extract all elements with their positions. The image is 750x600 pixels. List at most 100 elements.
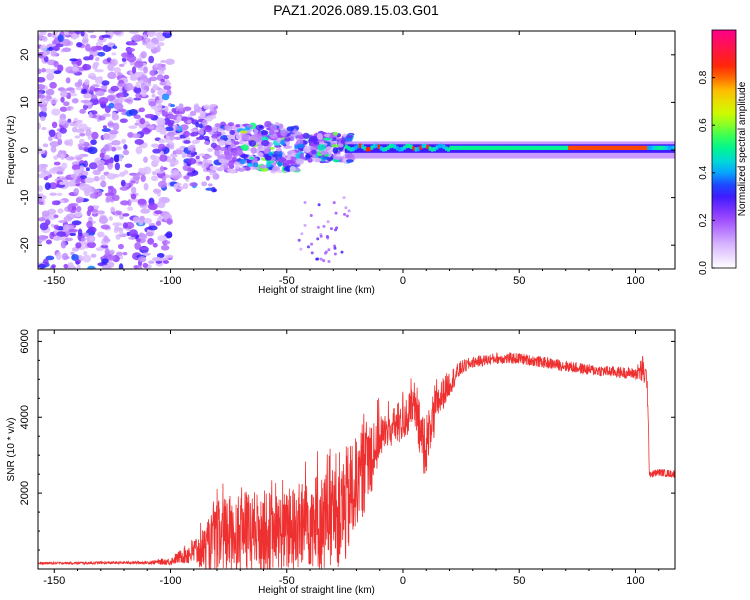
- heatmap-cell: [612, 145, 616, 150]
- heatmap-cell: [149, 76, 158, 82]
- heatmap-cell: [451, 145, 455, 150]
- heatmap-cell: [382, 147, 385, 152]
- heatmap-cell: [61, 162, 68, 170]
- heatmap-cell: [90, 45, 98, 52]
- heatmap-cell: [475, 145, 478, 150]
- heatmap-cell: [167, 114, 176, 120]
- heatmap-cell: [141, 127, 151, 135]
- heatmap-cell: [41, 164, 47, 173]
- heatmap-cell: [154, 63, 159, 69]
- heatmap-cell: [275, 147, 282, 152]
- heatmap-cell: [329, 227, 333, 231]
- heatmap-cell: [303, 201, 307, 205]
- heatmap-cell: [140, 107, 145, 112]
- heatmap-cell: [163, 85, 172, 91]
- heatmap-cell: [514, 145, 518, 150]
- heatmap-cell: [41, 126, 47, 131]
- heatmap-cell: [640, 145, 643, 150]
- heatmap-cell: [138, 256, 147, 263]
- heatmap-cell: [147, 225, 158, 231]
- heatmap-cell: [309, 135, 319, 143]
- heatmap-cell: [623, 145, 627, 150]
- heatmap-cell: [61, 38, 71, 47]
- heatmap-cell: [148, 55, 155, 64]
- heatmap-cell: [379, 146, 383, 151]
- heatmap-cell: [132, 173, 141, 181]
- heatmap-cell: [164, 126, 175, 132]
- heatmap-cell: [212, 188, 217, 193]
- heatmap-cell: [141, 92, 147, 97]
- heatmap-cell: [118, 153, 123, 162]
- heatmap-cell: [343, 212, 347, 216]
- heatmap-cell: [67, 204, 72, 212]
- heatmap-cell: [579, 145, 583, 150]
- heatmap-cell: [252, 162, 259, 168]
- heatmap-cell: [75, 197, 82, 204]
- heatmap-cell: [155, 42, 165, 47]
- heatmap-cell: [421, 143, 425, 149]
- heatmap-cell: [672, 145, 675, 150]
- heatmap-cell: [95, 247, 104, 252]
- heatmap-cell: [58, 220, 67, 224]
- x-axis-label: Height of straight line (km): [258, 285, 375, 296]
- heatmap-cell: [203, 162, 210, 168]
- heatmap-cell: [361, 144, 364, 149]
- heatmap-cell: [325, 146, 332, 150]
- heatmap-cell: [84, 177, 95, 184]
- heatmap-cell: [430, 147, 434, 152]
- x-tick-label: 100: [626, 275, 644, 287]
- heatmap-cell: [57, 34, 64, 43]
- heatmap-cell: [131, 133, 141, 139]
- heatmap-cell: [375, 143, 378, 148]
- heatmap-cell: [138, 236, 148, 240]
- heatmap-cell: [74, 81, 82, 88]
- heatmap-cell: [91, 131, 99, 140]
- heatmap-cell: [73, 188, 80, 195]
- heatmap-cell: [143, 182, 149, 191]
- heatmap-cell: [219, 147, 228, 152]
- colorbar-tick-label: 0.2: [698, 213, 709, 227]
- heatmap-cell: [126, 55, 137, 63]
- heatmap-cell: [384, 146, 388, 152]
- heatmap-cell: [103, 235, 109, 242]
- heatmap-cell: [122, 251, 128, 256]
- heatmap-cell: [637, 145, 641, 150]
- heatmap-cell: [344, 206, 348, 210]
- heatmap-cell: [368, 147, 371, 152]
- heatmap-cell: [101, 128, 111, 133]
- heatmap-cell: [482, 145, 485, 150]
- heatmap-cell: [78, 146, 85, 151]
- heatmap-cell: [393, 144, 397, 149]
- heatmap-cell: [102, 125, 108, 129]
- heatmap-cell: [283, 145, 293, 149]
- heatmap-cell: [133, 60, 144, 68]
- heatmap-cell: [57, 138, 63, 146]
- heatmap-cell: [38, 122, 41, 130]
- heatmap-cell: [156, 99, 161, 104]
- heatmap-cell: [186, 172, 196, 177]
- heatmap-cell: [386, 145, 390, 150]
- heatmap-cell: [345, 214, 349, 218]
- heatmap-cell: [179, 106, 184, 112]
- heatmap-cell: [113, 103, 124, 110]
- heatmap-cell: [264, 154, 270, 160]
- heatmap-cell: [463, 145, 467, 150]
- heatmap-cell: [303, 145, 312, 153]
- heatmap-cell: [73, 169, 82, 174]
- heatmap-cell: [346, 159, 354, 163]
- heatmap-cell: [117, 243, 124, 250]
- heatmap-cell: [122, 170, 129, 175]
- heatmap-cell: [48, 129, 56, 137]
- heatmap-cell: [630, 145, 634, 150]
- heatmap-cell: [239, 158, 246, 165]
- heatmap-cell: [584, 145, 588, 150]
- heatmap-cell: [495, 145, 499, 150]
- heatmap-cell: [230, 139, 236, 143]
- heatmap-cell: [132, 34, 142, 43]
- colorbar-gradient: [711, 29, 737, 269]
- heatmap-cell: [85, 129, 92, 137]
- heatmap-cell: [607, 145, 611, 150]
- heatmap-cell: [97, 51, 106, 57]
- heatmap-cell: [53, 155, 59, 160]
- heatmap-cell: [165, 58, 175, 65]
